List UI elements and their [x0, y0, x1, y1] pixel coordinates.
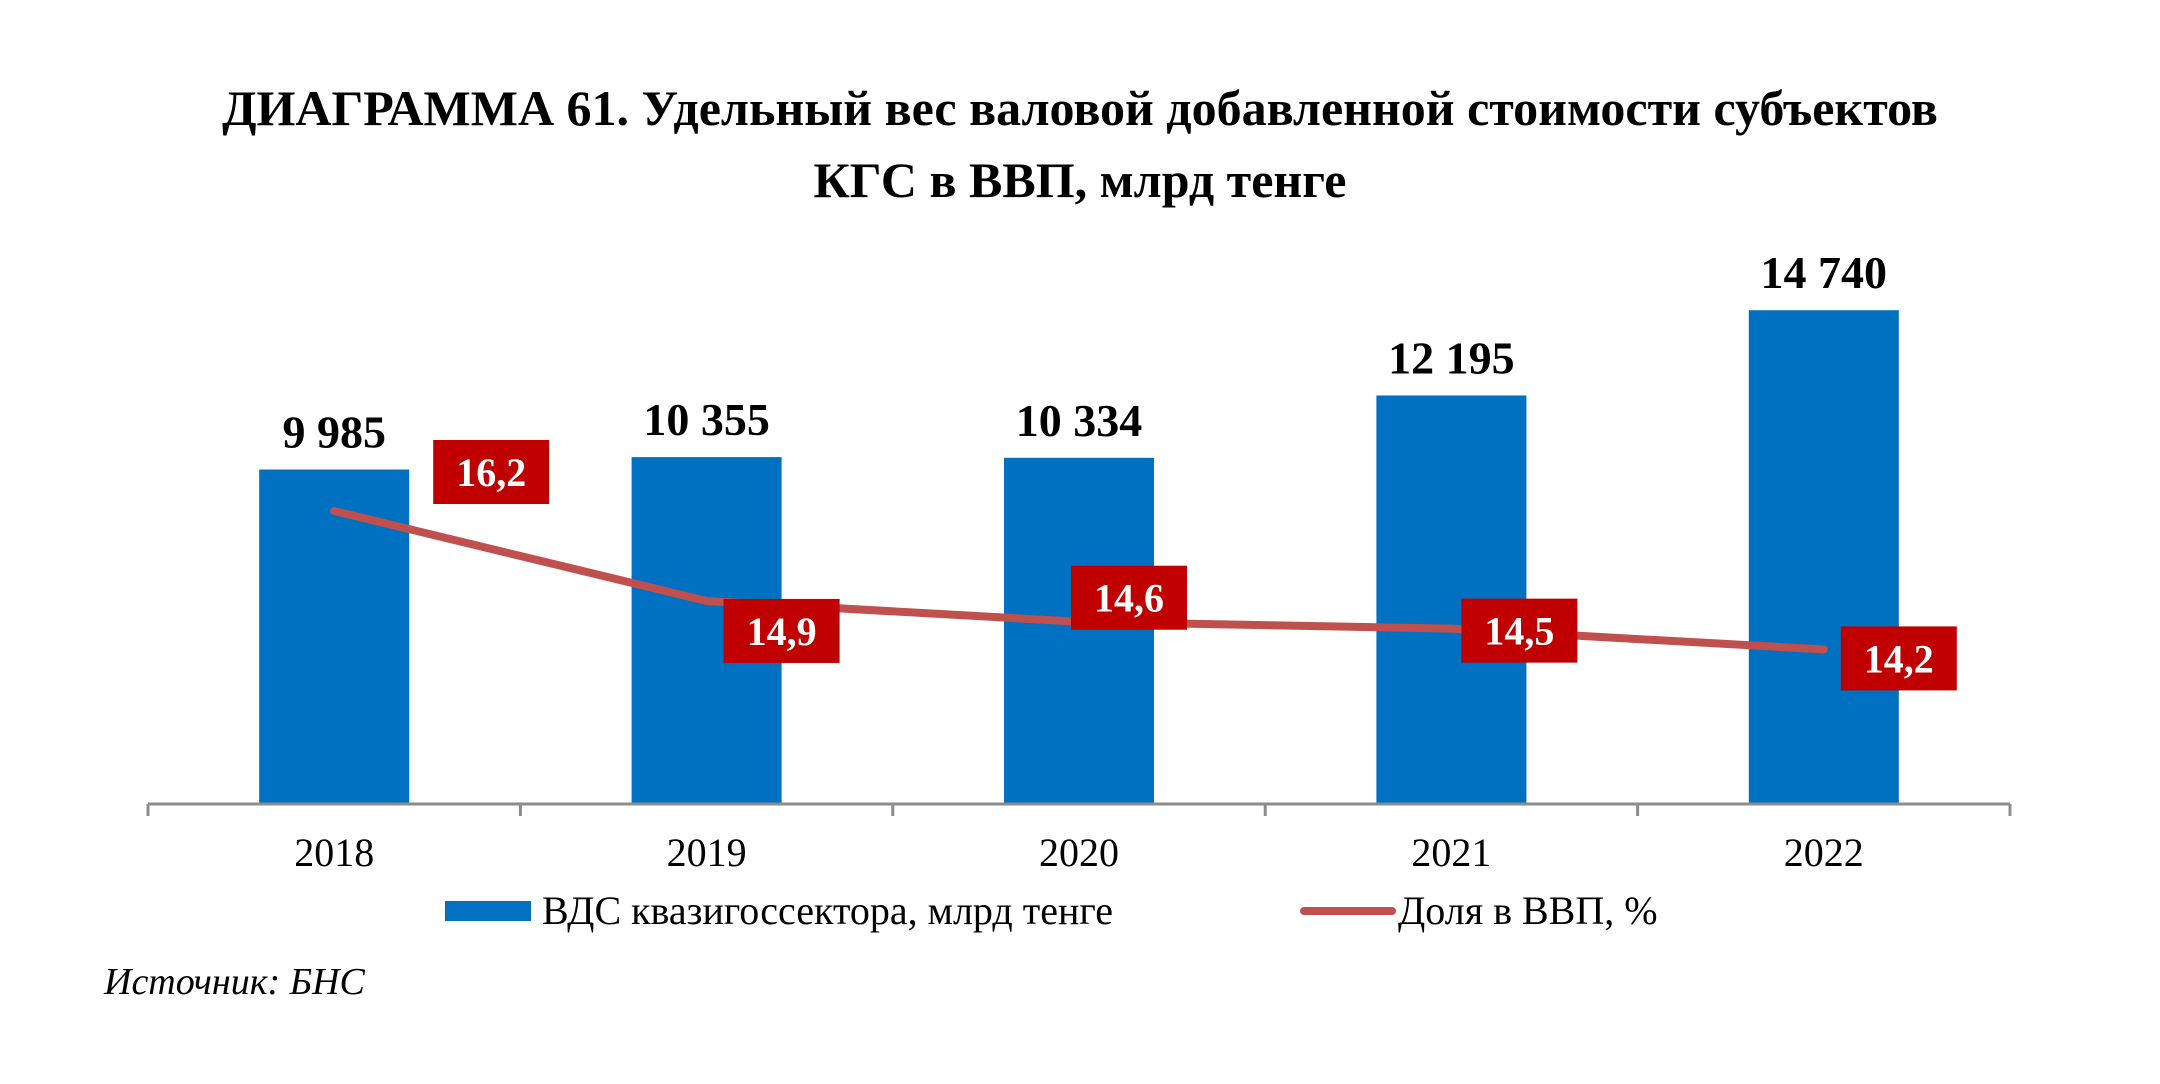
line-label-box	[1071, 565, 1187, 630]
line-label-box	[433, 440, 550, 504]
line-label-box	[723, 598, 840, 663]
legend-bar-swatch	[445, 901, 531, 921]
line-label-box	[1840, 626, 1957, 691]
line-value-label: 14,6	[1094, 576, 1164, 621]
line-layer: 16,2 14,9 14,6 14,5 14,2	[330, 440, 1957, 691]
chart-title-line-2: КГС в ВВП, млрд тенге	[813, 152, 1347, 208]
line-label-box	[1461, 598, 1578, 663]
x-tick-label: 2021	[1411, 830, 1491, 875]
line-value-label: 16,2	[456, 450, 526, 495]
bar-value-label: 10 334	[1016, 395, 1143, 446]
bar-value-label: 14 740	[1761, 247, 1888, 298]
bar-2022	[1748, 310, 1899, 804]
chart-title-line-1: ДИАГРАММА 61. Удельный вес валовой добав…	[222, 80, 1938, 136]
line-value-label: 14,9	[747, 609, 817, 654]
bars-layer: 9 985 10 355 10 334 12 195 14 740	[259, 247, 1899, 804]
line-value-label: 14,2	[1864, 636, 1934, 681]
x-tick-label: 2022	[1784, 830, 1864, 875]
x-tick-label: 2020	[1039, 830, 1119, 875]
x-tick-label: 2018	[294, 830, 374, 875]
x-tick-label: 2019	[667, 830, 747, 875]
bar-2020	[1004, 457, 1154, 804]
legend-bar-label: ВДС квазигоссектора, млрд тенге	[542, 888, 1113, 933]
x-axis: 2018 2019 2020 2021 2022	[146, 802, 2012, 875]
bar-value-label: 12 195	[1388, 332, 1515, 383]
chart-title: ДИАГРАММА 61. Удельный вес валовой добав…	[0, 72, 2160, 216]
legend-line-label: Доля в ВВП, %	[1398, 888, 1658, 933]
source-note: Источник: БНС	[104, 961, 365, 1003]
bar-value-label: 10 355	[643, 394, 770, 445]
legend: ВДС квазигоссектора, млрд тенге Доля в ВВ…	[445, 888, 1658, 933]
line-value-label: 14,5	[1484, 609, 1554, 654]
bar-value-label: 9 985	[282, 407, 386, 458]
